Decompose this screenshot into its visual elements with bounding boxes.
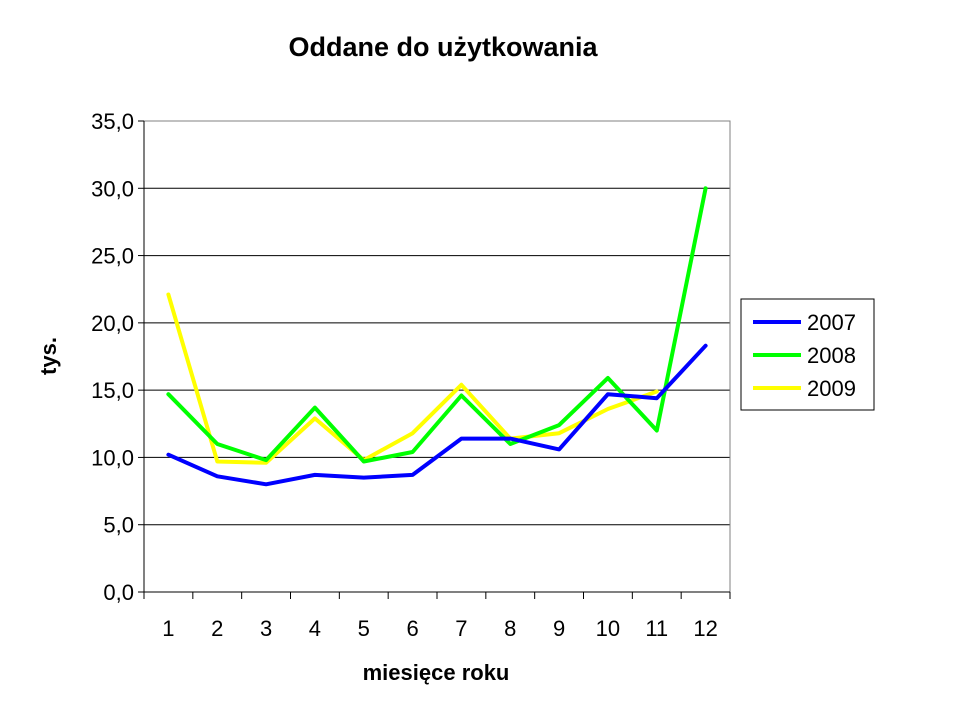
plot-area (143, 120, 731, 593)
legend: 2007 2008 2009 (740, 298, 875, 411)
series-line-2007 (166, 343, 708, 487)
legend-label: 2008 (807, 343, 856, 368)
y-tick-label: 15,0 (91, 378, 134, 403)
x-tick-label: 3 (260, 616, 272, 641)
x-tick-label: 7 (455, 616, 467, 641)
y-tick-label: 30,0 (91, 176, 134, 201)
y-tick-label: 5,0 (103, 513, 134, 538)
x-tick-label: 9 (553, 616, 565, 641)
y-tick-label: 25,0 (91, 244, 134, 269)
axes: 0,05,010,015,020,025,030,035,01 2 3 4 5 6 7 8 9 1… (91, 109, 731, 641)
x-tick-label: 10 (596, 616, 620, 641)
x-tick-label: 5 (358, 616, 370, 641)
x-tick-label: 2 (211, 616, 223, 641)
x-tick-label: 4 (309, 616, 321, 641)
gridlines (144, 120, 730, 526)
x-axis-label: miesięce roku (363, 660, 510, 685)
series-line-2009 (166, 292, 659, 465)
x-tick-label: 1 (162, 616, 174, 641)
x-tick-label: 8 (504, 616, 516, 641)
y-tick-label: 35,0 (91, 109, 134, 134)
series-line-2008 (166, 186, 708, 464)
chart-title: Oddane do użytkowania (288, 32, 598, 62)
y-tick-label: 0,0 (103, 580, 134, 605)
y-tick-label: 10,0 (91, 445, 134, 470)
x-tick-label: 6 (406, 616, 418, 641)
legend-label: 2009 (807, 376, 856, 401)
x-tick-label: 11 (645, 616, 668, 641)
series-lines (166, 186, 708, 487)
legend-label: 2007 (807, 310, 856, 335)
x-tick-label: 12 (693, 616, 717, 641)
y-axis-label: tys. (36, 337, 61, 375)
y-tick-label: 20,0 (91, 311, 134, 336)
